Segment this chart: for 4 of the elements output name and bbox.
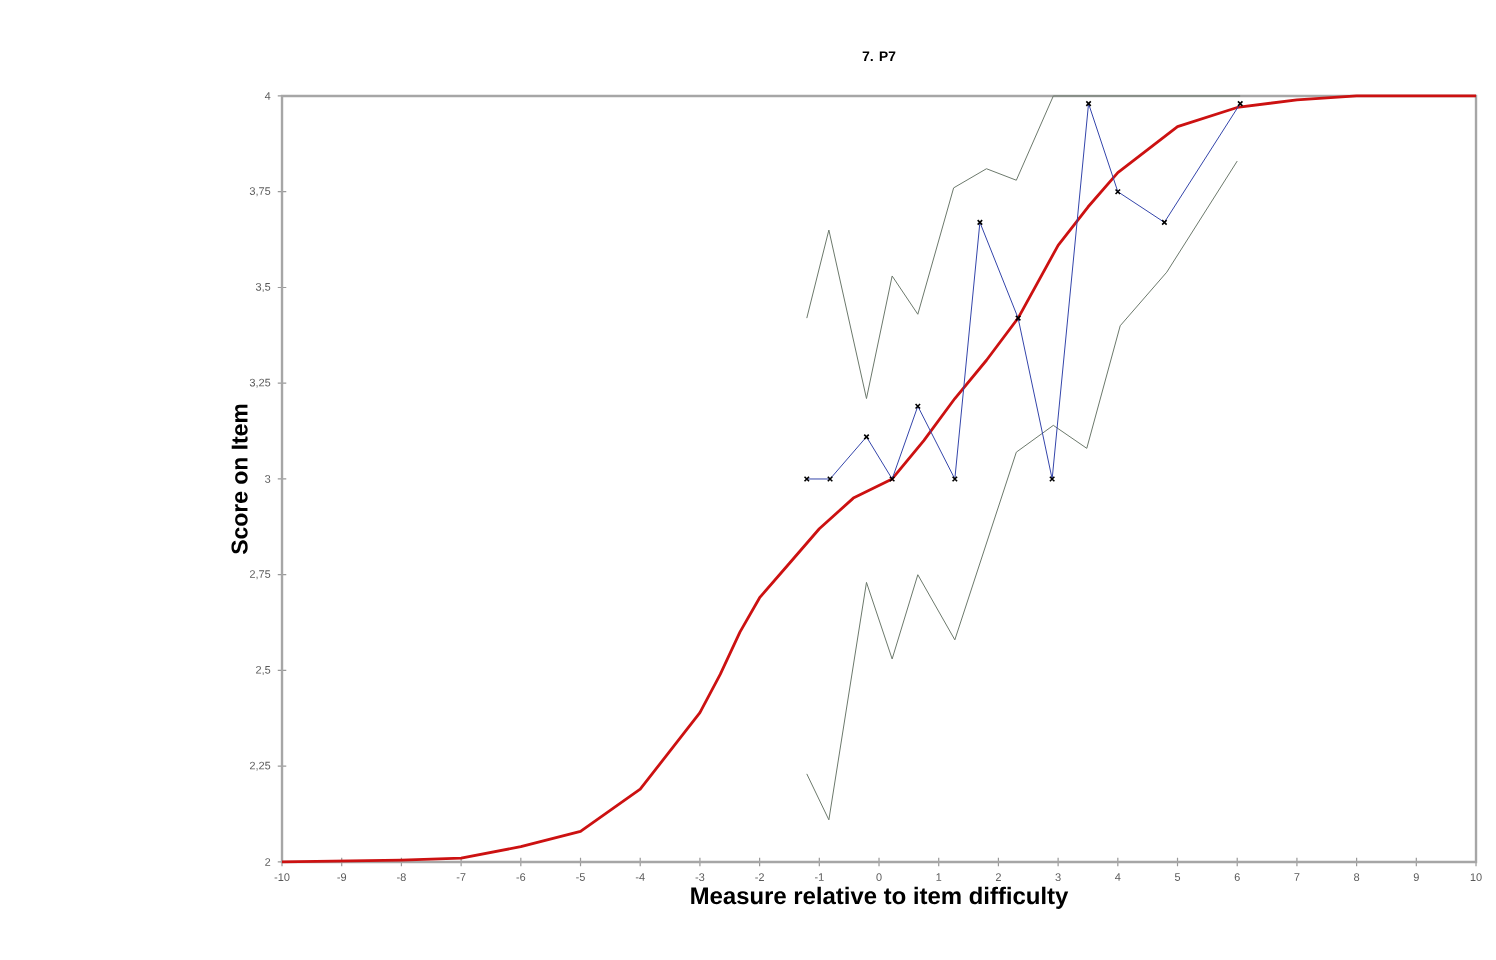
y-axis-title: Score on Item [231,404,248,555]
line-series [280,94,1478,864]
line-series [806,160,1238,821]
x-axis-title: Measure relative to item difficulty [691,886,1069,910]
